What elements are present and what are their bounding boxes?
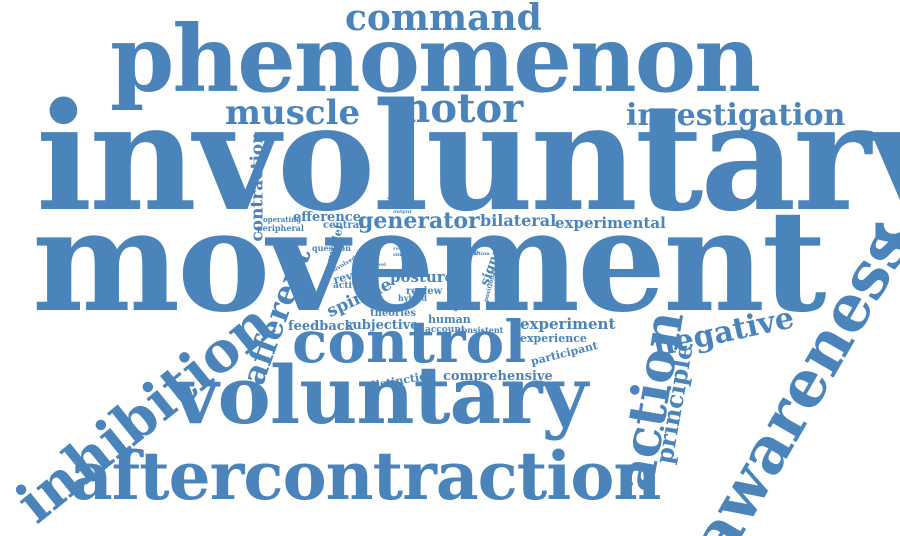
word-voluntary: voluntary bbox=[172, 348, 588, 442]
word-generator: generator bbox=[358, 208, 480, 234]
word-bilateral: bilateral bbox=[480, 211, 557, 230]
word-similar: similar bbox=[393, 252, 413, 258]
word-motion: motion bbox=[470, 251, 490, 257]
word-comprehensive: comprehensive bbox=[443, 369, 553, 384]
word-activity: activity bbox=[333, 281, 370, 291]
word-movement: movement bbox=[32, 180, 827, 344]
word-finding: finding bbox=[452, 237, 472, 243]
word-posture: posture bbox=[390, 268, 455, 286]
word-force: force bbox=[456, 247, 479, 257]
word-output: output bbox=[393, 209, 412, 215]
word-experience: experience bbox=[520, 332, 587, 345]
word-feedback: feedback bbox=[288, 319, 354, 334]
word-command: command bbox=[345, 0, 542, 39]
word-hybrid: hybrid bbox=[398, 293, 427, 303]
word-level: level bbox=[373, 262, 387, 268]
word-experiment: experiment bbox=[520, 315, 616, 333]
word-review: review bbox=[406, 286, 443, 297]
word-motor: motor bbox=[388, 85, 524, 132]
word-account: account bbox=[425, 325, 466, 335]
word-operating: operating bbox=[263, 215, 302, 224]
word-central: central bbox=[323, 220, 363, 231]
word-study: study bbox=[454, 255, 470, 261]
word-muscle: muscle bbox=[225, 93, 361, 133]
word-theories: theories bbox=[370, 308, 416, 319]
word-efference: efference bbox=[293, 210, 361, 225]
word-consistent: consistent bbox=[457, 325, 504, 335]
word-investigation: investigation bbox=[626, 98, 846, 133]
word-involuntary: involuntary bbox=[36, 70, 900, 244]
word-light: light bbox=[452, 242, 466, 248]
word-phenomenon: phenomenon bbox=[110, 5, 761, 113]
word-control: control bbox=[292, 308, 527, 376]
word-aftercontraction: aftercontraction bbox=[70, 437, 661, 515]
word-human: human bbox=[428, 313, 471, 326]
word-experimental: experimental bbox=[555, 214, 666, 232]
word-result: result bbox=[393, 246, 410, 252]
word-subjective: subjective bbox=[345, 318, 419, 333]
word-question: question bbox=[312, 243, 351, 253]
word-peripheral: peripheral bbox=[257, 223, 304, 233]
